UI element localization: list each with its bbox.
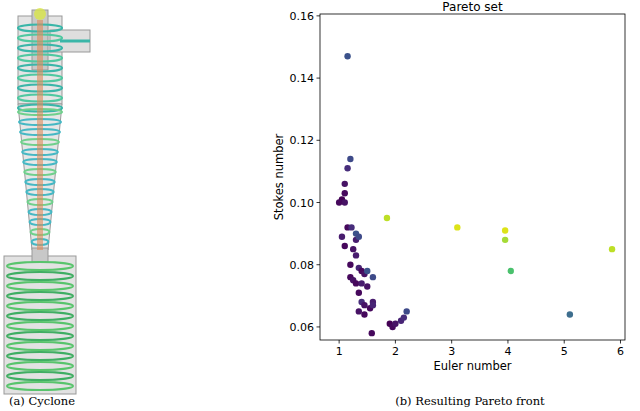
point: [347, 156, 353, 162]
streamline: [7, 372, 73, 380]
cyclone-bin: [4, 256, 76, 394]
streamline: [7, 262, 73, 270]
x-tick: [339, 340, 340, 344]
y-tick: [317, 264, 321, 265]
streamline: [7, 272, 73, 280]
point: [609, 246, 615, 252]
point: [370, 274, 376, 280]
y-tick-label: 0.10: [290, 197, 315, 210]
point: [502, 237, 508, 243]
outlet-particles: [34, 8, 46, 20]
points: [336, 53, 615, 336]
x-tick-label: 5: [561, 345, 568, 358]
point: [567, 311, 573, 317]
x-tick-label: 1: [336, 345, 343, 358]
chart: 1 2 3 4 5 6 0.06 0.08 0.10 0.12 0.14 0.16 Pareto set…: [272, 0, 625, 373]
y-tick-label: 0.16: [290, 10, 315, 23]
point: [336, 199, 342, 205]
point: [342, 199, 348, 205]
point: [358, 280, 364, 286]
caption: (b) Resulting Pareto front: [395, 394, 545, 408]
x-tick: [620, 340, 621, 344]
y-axis-label: Stokes number: [272, 133, 286, 220]
chart-title: Pareto set: [442, 0, 503, 14]
point: [339, 234, 345, 240]
streamline: [7, 312, 73, 320]
point: [401, 314, 407, 320]
y-tick-label: 0.06: [290, 321, 315, 334]
point: [342, 243, 348, 249]
streamline: [7, 352, 73, 360]
point: [353, 252, 359, 258]
x-tick: [451, 340, 452, 344]
x-tick: [507, 340, 508, 344]
x-tick-label: 3: [448, 345, 455, 358]
streamline: [7, 302, 73, 310]
point: [454, 224, 460, 230]
y-tick: [317, 202, 321, 203]
streamline: [7, 282, 73, 290]
point: [508, 268, 514, 274]
streamline: [7, 362, 73, 370]
figure: 1 2 3 4 5 6 0.06 0.08 0.10 0.12 0.14 0.16 Pareto set…: [0, 0, 640, 411]
point: [348, 224, 354, 230]
cyclone-dipleg: [32, 248, 48, 262]
streamline: [7, 332, 73, 340]
streamline: [7, 342, 73, 350]
cyclone-illustration: [4, 8, 90, 394]
point: [361, 311, 367, 317]
x-axis-label: Euler number: [433, 359, 511, 373]
point: [356, 290, 362, 296]
point: [364, 268, 370, 274]
point: [392, 321, 398, 327]
point: [342, 190, 348, 196]
point: [344, 165, 350, 171]
point: [502, 227, 508, 233]
y-tick: [317, 15, 321, 16]
y-tick: [317, 326, 321, 327]
vortex-core: [37, 20, 43, 250]
point: [350, 246, 356, 252]
point: [356, 308, 362, 314]
streamline: [60, 40, 90, 43]
point: [370, 302, 376, 308]
y-tick-label: 0.12: [290, 134, 315, 147]
y-tick-label: 0.14: [290, 72, 315, 85]
streamline: [7, 292, 73, 300]
point: [384, 215, 390, 221]
x-tick: [564, 340, 565, 344]
x-tick-label: 4: [504, 345, 511, 358]
point: [344, 53, 350, 59]
y-tick: [317, 140, 321, 141]
point: [403, 308, 409, 314]
y-tick-label: 0.08: [290, 259, 315, 272]
streamline: [7, 322, 73, 330]
x-tick-label: 2: [392, 345, 399, 358]
point: [353, 280, 359, 286]
x-tick: [395, 340, 396, 344]
point: [347, 262, 353, 268]
point: [361, 302, 367, 308]
point: [356, 234, 362, 240]
point: [364, 283, 370, 289]
streamline: [7, 382, 73, 390]
y-tick: [317, 78, 321, 79]
point: [369, 330, 375, 336]
x-tick-label: 6: [617, 345, 624, 358]
caption: (a) Cyclone: [9, 394, 75, 408]
plot-frame: [320, 14, 625, 340]
point: [342, 181, 348, 187]
